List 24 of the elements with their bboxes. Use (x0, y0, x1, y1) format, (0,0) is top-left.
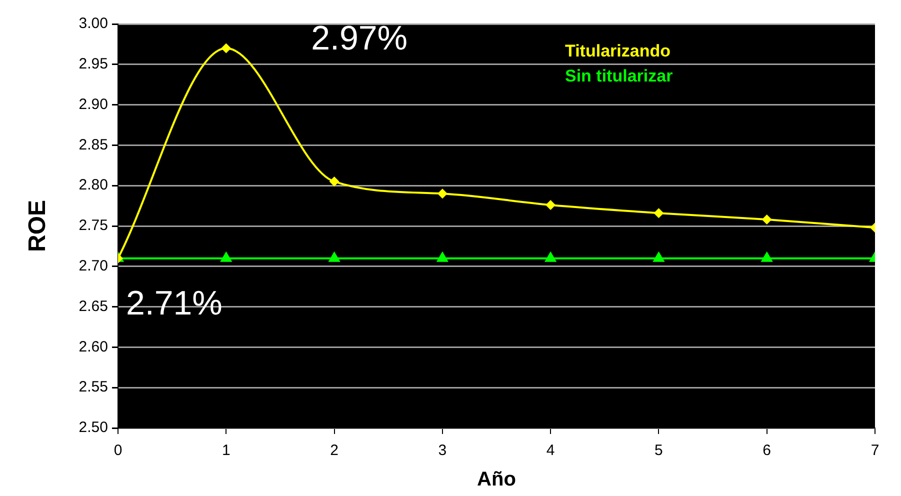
annotation: 2.97% (311, 20, 408, 58)
x-tick-label: 0 (114, 442, 122, 460)
y-tick-label: 2.90 (78, 96, 108, 113)
y-tick-label: 2.50 (78, 419, 108, 436)
y-axis-title: ROE (24, 200, 52, 252)
x-tick-label: 5 (654, 442, 663, 460)
x-tick-label: 2 (330, 442, 338, 460)
x-axis-title: Año (477, 468, 516, 491)
y-tick-label: 2.80 (78, 176, 108, 194)
y-tick-label: 2.70 (78, 258, 108, 275)
x-tick-label: 7 (870, 442, 880, 460)
x-tick-label: 1 (222, 442, 230, 460)
x-tick-label: 4 (546, 442, 555, 460)
y-tick-label: 2.85 (78, 136, 108, 154)
y-tick-label: 2.60 (78, 338, 108, 356)
y-tick-label: 2.75 (78, 217, 108, 234)
y-tick-label: 3.00 (78, 15, 108, 32)
y-tick-label: 2.95 (78, 56, 108, 73)
x-tick-label: 6 (762, 442, 772, 460)
text: Titularizando (565, 42, 670, 61)
x-tick-label: 3 (438, 442, 447, 460)
y-tick-label: 2.55 (78, 378, 108, 396)
text: Sin titularizar (565, 66, 674, 86)
y-tick-label: 2.65 (78, 298, 108, 315)
